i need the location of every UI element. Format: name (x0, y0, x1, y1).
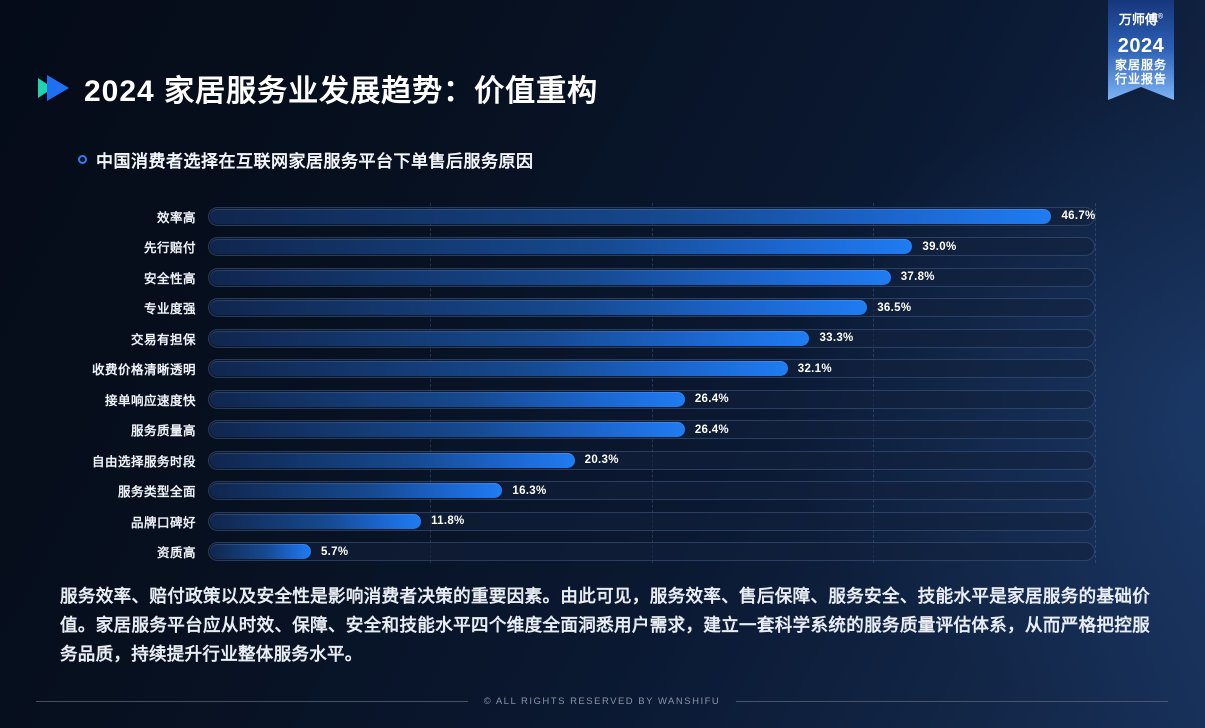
category-label: 服务类型全面 (117, 485, 196, 500)
chart-row: 先行赔付 39.0% (26, 232, 1095, 263)
brand-name: 万师傅® (1118, 12, 1164, 27)
chart-row: 接单响应速度快 26.4% (26, 384, 1095, 415)
bar-track: 32.1% (208, 359, 1095, 379)
chart-row: 安全性高 37.8% (26, 262, 1095, 293)
footer-divider-left (36, 701, 468, 702)
chart-subtitle-row: 中国消费者选择在互联网家居服务平台下单售后服务原因 (78, 147, 534, 172)
bar-track: 37.8% (208, 267, 1095, 287)
value-label: 37.8% (900, 271, 935, 284)
value-label: 32.1% (797, 362, 832, 375)
summary-paragraph: 服务效率、赔付政策以及安全性是影响消费者决策的重要因素。由此可见，服务效率、售后… (60, 586, 1150, 664)
copyright-text: © ALL RIGHTS RESERVED BY WANSHIFU (483, 696, 721, 707)
gridline (1095, 203, 1096, 563)
bar-track: 11.8% (208, 511, 1095, 531)
chart-row: 效率高 46.7% (26, 201, 1095, 232)
gridline (429, 203, 431, 563)
chart-row: 资质高 5.7% (26, 537, 1095, 568)
bar-track: 20.3% (208, 450, 1095, 470)
chart-row: 服务类型全面 16.3% (26, 476, 1095, 507)
value-label: 5.7% (320, 545, 349, 558)
category-label: 收费价格清晰透明 (91, 363, 196, 378)
chart-row: 自由选择服务时段 20.3% (26, 445, 1095, 476)
ring-bullet-icon (78, 155, 87, 164)
bar-fill (210, 269, 891, 285)
gridline (651, 203, 653, 563)
value-label: 39.0% (922, 240, 957, 253)
category-label: 先行赔付 (143, 241, 196, 256)
chart-row: 专业度强 36.5% (26, 293, 1095, 324)
bar-fill (210, 330, 810, 346)
bar-fill (210, 391, 685, 407)
bar-fill (210, 422, 685, 438)
category-label: 效率高 (156, 210, 196, 225)
bar-fill (210, 452, 575, 468)
chart-rows: 效率高 46.7% 先行赔付 39.0% 安全性高 37.8% 专业度强 36.5% 交易有担保… (26, 201, 1095, 567)
category-label: 资质高 (156, 546, 196, 561)
value-label: 36.5% (877, 301, 912, 314)
bar-fill (210, 483, 503, 499)
bar-track: 16.3% (208, 481, 1095, 501)
bar-fill (210, 361, 788, 377)
bar-track: 26.4% (208, 389, 1095, 409)
bar-track: 33.3% (208, 328, 1095, 348)
category-label: 交易有担保 (130, 332, 196, 347)
chart-gridlines (208, 203, 1096, 563)
value-label: 20.3% (584, 454, 619, 467)
value-label: 26.4% (694, 393, 729, 406)
fast-forward-icon (38, 75, 69, 101)
footer-divider-right (736, 701, 1168, 702)
bar-track: 5.7% (208, 542, 1095, 562)
slide-header: 2024 家居服务业发展趋势：价值重构 (36, 66, 598, 110)
gridline (873, 203, 875, 563)
registered-mark: ® (1157, 13, 1164, 21)
value-label: 26.4% (694, 423, 729, 436)
category-label: 服务质量高 (130, 424, 196, 439)
bar-track: 26.4% (208, 420, 1095, 440)
category-label: 安全性高 (143, 271, 196, 286)
chart-subtitle: 中国消费者选择在互联网家居服务平台下单售后服务原因 (96, 152, 534, 171)
brand-ribbon: 万师傅® 2024 家居服务 行业报告 (1108, 0, 1174, 100)
bar-track: 36.5% (208, 298, 1095, 318)
bar-fill (210, 300, 868, 316)
value-label: 16.3% (512, 484, 547, 497)
bar-track: 46.7% (208, 206, 1096, 226)
ribbon-year: 2024 (1117, 35, 1165, 57)
bar-fill (210, 544, 311, 560)
bar-fill (210, 208, 1052, 224)
category-label: 品牌口碑好 (130, 515, 196, 530)
slide-footer: © ALL RIGHTS RESERVED BY WANSHIFU (36, 696, 1168, 707)
bar-fill (210, 239, 913, 255)
page-title: 2024 家居服务业发展趋势：价值重构 (84, 75, 599, 108)
value-label: 33.3% (819, 332, 854, 345)
ribbon-line2: 行业报告 (1114, 72, 1167, 86)
chart-row: 收费价格清晰透明 32.1% (26, 354, 1095, 385)
chart-row: 交易有担保 33.3% (26, 323, 1095, 354)
chart-row: 服务质量高 26.4% (26, 415, 1095, 446)
bar-track: 39.0% (208, 237, 1095, 257)
bar-fill (210, 513, 422, 529)
chart-row: 品牌口碑好 11.8% (26, 506, 1095, 537)
value-label: 11.8% (431, 515, 465, 528)
value-label: 46.7% (1061, 210, 1096, 223)
category-label: 接单响应速度快 (104, 393, 196, 408)
category-label: 自由选择服务时段 (91, 454, 196, 469)
bar-chart: 效率高 46.7% 先行赔付 39.0% 安全性高 37.8% 专业度强 36.5% 交易有担保… (26, 201, 1096, 567)
category-label: 专业度强 (143, 302, 196, 317)
ribbon-line1: 家居服务 (1114, 58, 1167, 72)
